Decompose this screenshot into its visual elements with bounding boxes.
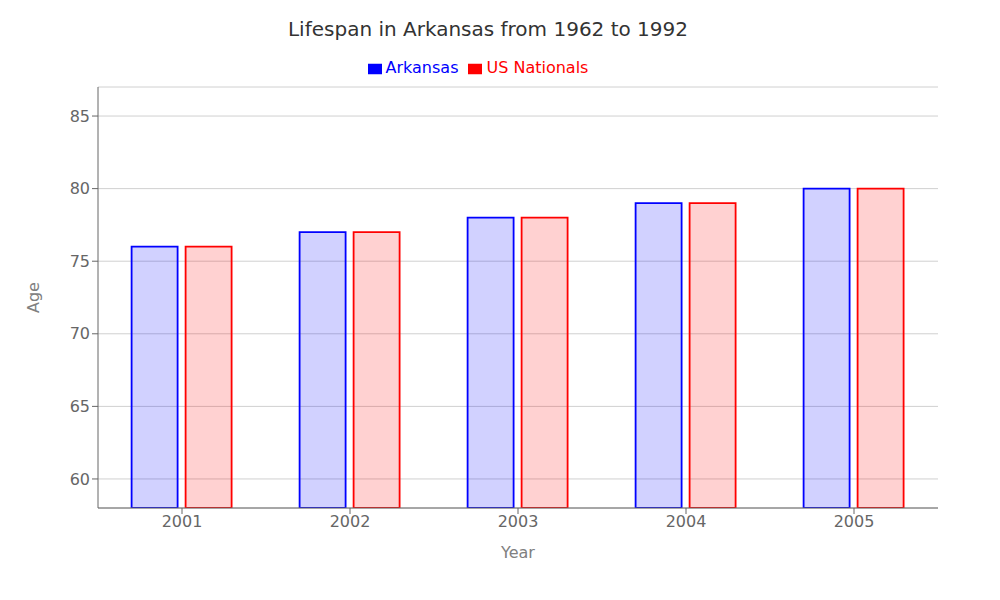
svg-text:2005: 2005	[834, 512, 875, 531]
html-text:Lifespan in Arkansas from 1962: Lifespan in Arkansas from 1962 to 1992	[288, 17, 688, 41]
svg-text:Year: Year	[500, 543, 535, 562]
html-text:Arkansas: Arkansas	[385, 58, 459, 77]
svg-text:2002: 2002	[330, 512, 371, 531]
svg-text:2003: 2003	[498, 512, 539, 531]
svg-text:70: 70	[70, 324, 90, 343]
svg-text:Age: Age	[24, 282, 43, 313]
svg-text:60: 60	[70, 470, 90, 489]
svg-text:85: 85	[70, 107, 90, 126]
svg-text:2001: 2001	[162, 512, 203, 531]
svg-text:80: 80	[70, 179, 90, 198]
svg-text:65: 65	[70, 397, 90, 416]
html-text:US Nationals: US Nationals	[486, 58, 589, 77]
svg-text:75: 75	[70, 252, 90, 271]
svg-text:2004: 2004	[666, 512, 707, 531]
